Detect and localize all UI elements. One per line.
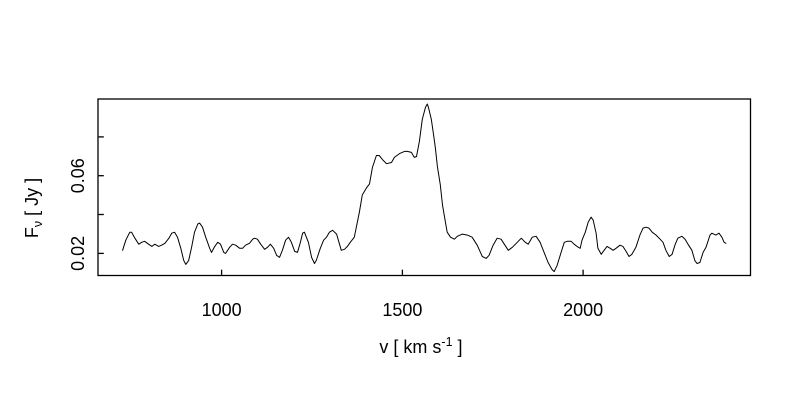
- y-tick-label: 0.06: [68, 158, 88, 193]
- y-tick-label: 0.02: [68, 236, 88, 271]
- spectrum-line: [122, 103, 727, 273]
- x-tick-label: 1000: [202, 300, 242, 320]
- x-axis-label: v [ km s-1 ]: [379, 335, 462, 357]
- plot-box: [97, 98, 752, 277]
- axes: 1000 1500 2000 0.02 0.06: [68, 136, 603, 320]
- x-tick-label: 1500: [382, 300, 422, 320]
- y-axis-label: Fν [ Jy ]: [22, 178, 45, 238]
- x-tick-label: 2000: [563, 300, 603, 320]
